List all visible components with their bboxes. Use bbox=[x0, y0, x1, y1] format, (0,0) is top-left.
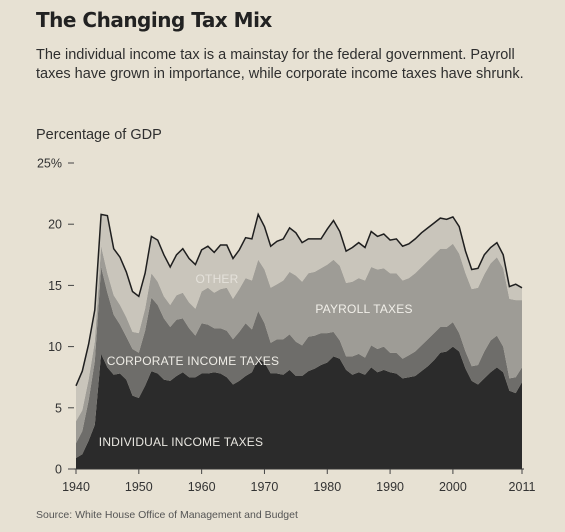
label-individual-income-taxes: INDIVIDUAL INCOME TAXES bbox=[99, 435, 263, 449]
area-corporate-income-taxes bbox=[76, 267, 522, 458]
x-tick-label: 1970 bbox=[251, 480, 279, 494]
y-tick-label: 25% bbox=[37, 157, 62, 171]
y-tick-label: 20 bbox=[48, 218, 62, 232]
x-tick-label: 2011 bbox=[509, 480, 536, 494]
y-tick-label: 0 bbox=[55, 463, 62, 477]
label-other: OTHER bbox=[196, 272, 239, 286]
chart-title: The Changing Tax Mix bbox=[36, 8, 272, 32]
x-tick-label: 1960 bbox=[188, 480, 216, 494]
x-tick-label: 1940 bbox=[62, 480, 90, 494]
y-axis-label: Percentage of GDP bbox=[36, 127, 162, 143]
area-individual-income-taxes bbox=[76, 346, 522, 469]
x-tick-label: 1980 bbox=[313, 480, 341, 494]
label-corporate-income-taxes: CORPORATE INCOME TAXES bbox=[107, 354, 279, 368]
x-tick-label: 2000 bbox=[439, 480, 467, 494]
area-payroll-taxes bbox=[76, 243, 522, 444]
y-tick-label: 5 bbox=[55, 401, 62, 415]
area-other bbox=[76, 214, 522, 422]
source-note: Source: White House Office of Management… bbox=[36, 509, 298, 521]
label-payroll-taxes: PAYROLL TAXES bbox=[315, 302, 412, 316]
total-outline-line bbox=[75, 212, 523, 387]
chart-subtitle: The individual income tax is a mainstay … bbox=[36, 47, 524, 82]
y-tick-label: 15 bbox=[48, 279, 62, 293]
y-tick-label: 10 bbox=[48, 340, 62, 354]
x-tick-label: 1990 bbox=[376, 480, 404, 494]
x-tick-label: 1950 bbox=[125, 480, 153, 494]
